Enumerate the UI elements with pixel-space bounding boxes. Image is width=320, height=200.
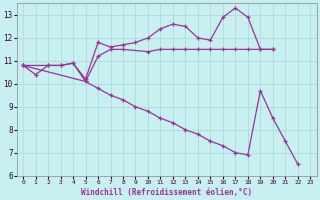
X-axis label: Windchill (Refroidissement éolien,°C): Windchill (Refroidissement éolien,°C) <box>81 188 252 197</box>
